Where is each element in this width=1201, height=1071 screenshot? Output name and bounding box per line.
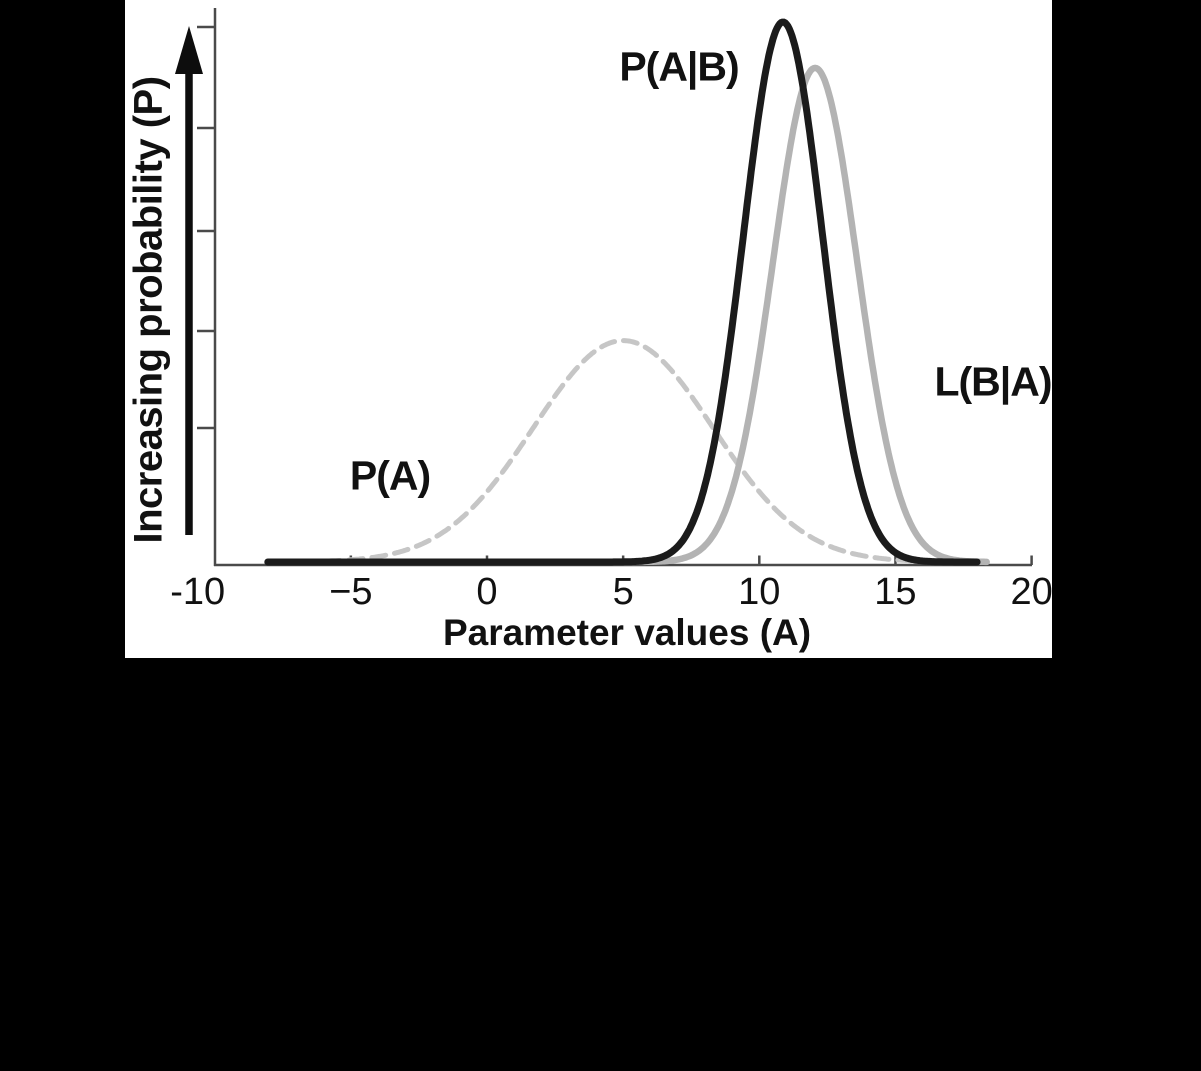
prior-curve [277,338,923,565]
y-axis-arrow [175,26,203,535]
x-tick-label: 5 [612,571,634,613]
posterior-curve [264,18,981,566]
axes [197,8,1033,567]
x-tick-label: 10 [738,571,781,613]
x-tick-label: −5 [329,571,373,613]
plot-panel [125,0,1052,658]
x-axis-label: Parameter values (A) [442,612,812,653]
x-tick-label: 15 [874,571,917,613]
x-tick-label: 0 [476,571,498,613]
prior-curve-label: P(A) [349,452,431,499]
y-axis-label: Increasing probability (P) [126,76,171,544]
posterior-curve-label: P(A|B) [619,43,739,90]
x-tick-label: 20 [1010,571,1053,613]
y-axis-ticks [197,25,215,430]
chart-svg [175,8,1033,567]
arrow-head-icon [175,26,203,74]
x-tick-label: -10 [170,571,226,613]
likelihood-curve-label: L(B|A) [934,358,1052,405]
